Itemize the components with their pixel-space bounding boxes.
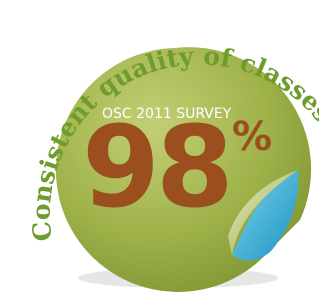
unit: % (232, 114, 272, 160)
number: 98 (82, 103, 230, 233)
badge: Consistent quality of classes and teachi… (0, 0, 319, 297)
